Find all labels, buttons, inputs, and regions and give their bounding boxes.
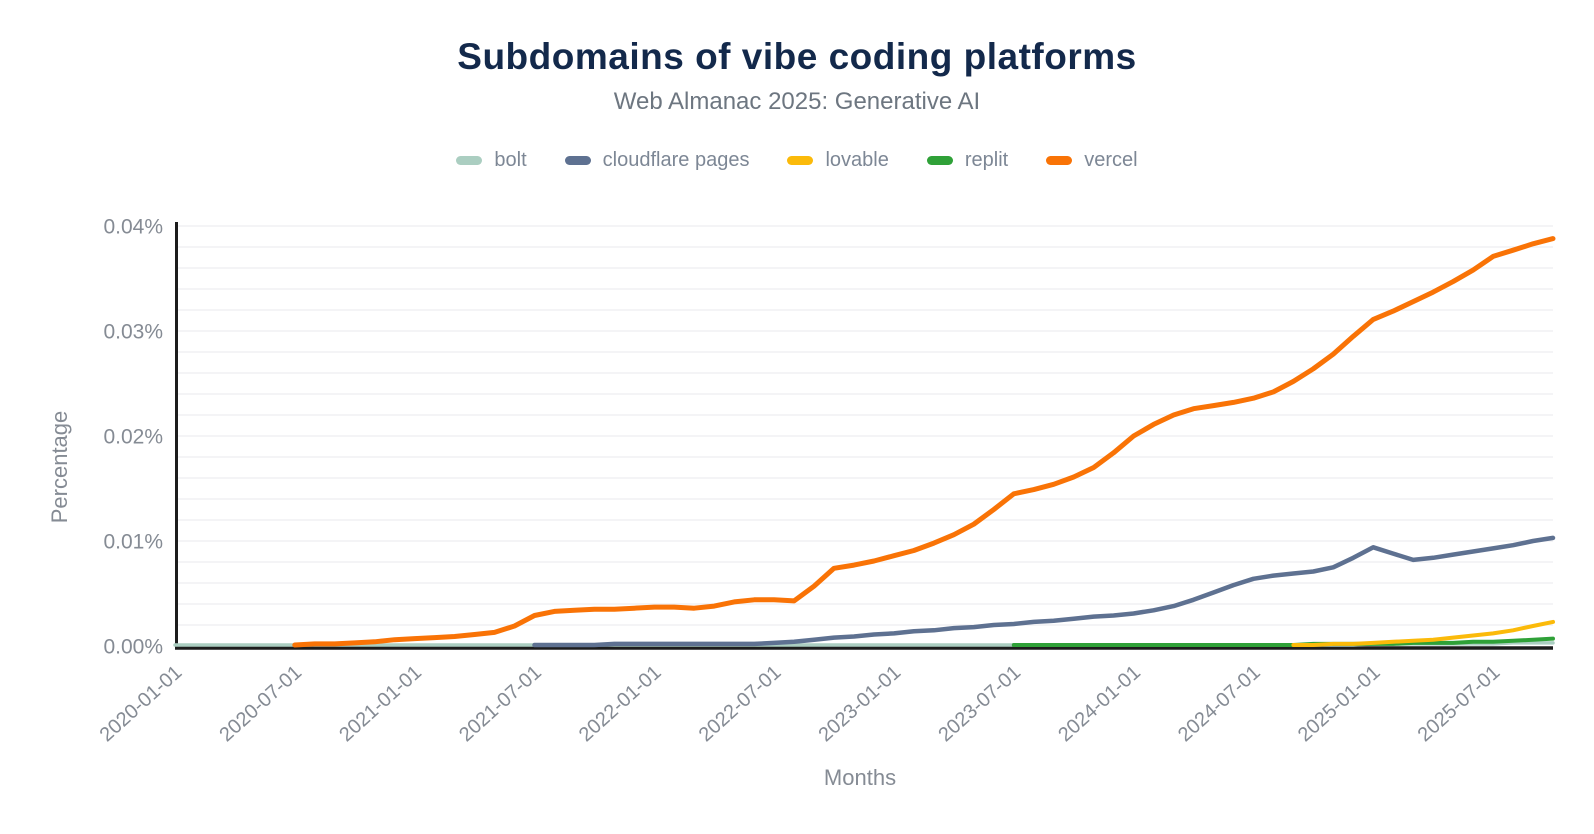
- legend-swatch-lovable: [787, 156, 814, 165]
- x-tick-label: 2025-07-01: [1414, 661, 1505, 746]
- x-tick-label: 2021-07-01: [455, 661, 546, 746]
- series-line-cloudflare-pages: [532, 535, 1556, 648]
- y-tick-label: 0.01%: [103, 531, 163, 554]
- x-tick-label: 2020-01-01: [96, 661, 187, 746]
- legend-item-lovable[interactable]: lovable: [787, 149, 889, 172]
- legend-item-vercel[interactable]: vercel: [1046, 149, 1138, 172]
- legend-item-replit[interactable]: replit: [926, 149, 1009, 172]
- chart-subtitle: Web Almanac 2025: Generative AI: [613, 88, 981, 115]
- x-axis-title: Months: [823, 765, 897, 790]
- legend-label: lovable: [825, 149, 889, 171]
- x-tick-label: 2023-07-01: [934, 661, 1025, 746]
- x-tick-label: 2024-07-01: [1174, 661, 1265, 746]
- x-tick-label: 2022-07-01: [695, 661, 786, 746]
- y-tick-label: 0.02%: [103, 426, 163, 449]
- chart-title: Subdomains of vibe coding platforms: [457, 36, 1137, 77]
- series-line-replit: [1011, 636, 1555, 647]
- series-line-vercel: [292, 236, 1556, 648]
- legend-swatch-bolt: [456, 156, 483, 165]
- legend-label: cloudflare pages: [602, 149, 750, 171]
- y-tick-label: 0.03%: [103, 321, 163, 344]
- x-tick-label: 2025-01-01: [1294, 661, 1385, 746]
- x-tick-label: 2023-01-01: [815, 661, 906, 746]
- x-tick-label: 2022-01-01: [575, 661, 666, 746]
- legend-swatch-replit: [926, 156, 953, 165]
- x-tick-label: 2020-07-01: [215, 661, 306, 746]
- legend-item-cloudflare-pages[interactable]: cloudflare pages: [564, 149, 750, 172]
- legend-label: bolt: [494, 149, 527, 171]
- y-tick-label: 0.00%: [103, 636, 163, 659]
- legend-swatch-vercel: [1046, 156, 1073, 165]
- legend-item-bolt[interactable]: bolt: [456, 149, 527, 172]
- series-line-lovable: [1291, 619, 1555, 647]
- legend-label: replit: [964, 149, 1009, 171]
- legend-swatch-cloudflare-pages: [564, 156, 591, 165]
- x-tick-label: 2021-01-01: [335, 661, 426, 746]
- x-tick-label: 2024-01-01: [1054, 661, 1145, 746]
- legend: bolt cloudflare pages lovable replit vercel: [0, 149, 1594, 172]
- legend-label: vercel: [1084, 149, 1138, 171]
- y-tick-label: 0.04%: [103, 216, 163, 239]
